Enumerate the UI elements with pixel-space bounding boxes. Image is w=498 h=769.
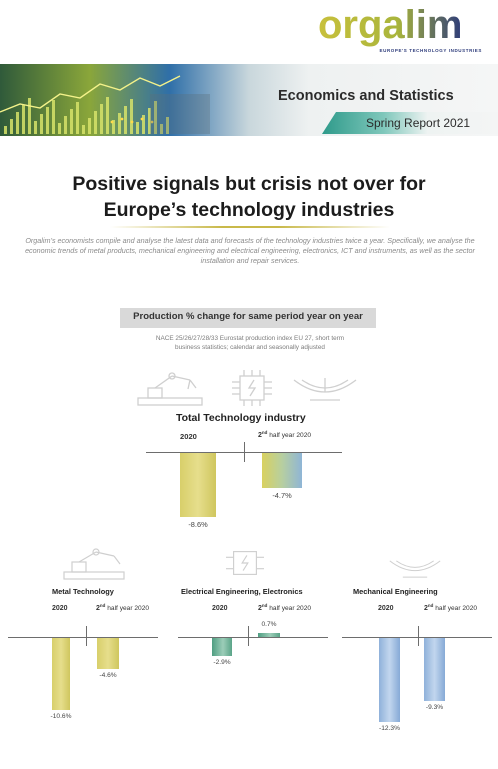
chart-title-electrical: Electrical Engineering, Electronics [181,587,303,596]
production-header: Production % change for same period year… [133,311,363,322]
total-label-half: -4.7% [272,490,292,500]
machinery-icon [293,378,357,401]
headline-line-1: Positive signals but crisis not over for [72,173,426,195]
metal-label-half: -4.6% [99,672,117,680]
metal-axis [8,637,158,638]
total-col-half: 2nd half year 2020 [258,430,312,440]
mechanical-label-2020: -12.3% [379,724,400,732]
logo-wordmark: orgalim [318,4,462,47]
metal-label-2020: -10.6% [50,713,72,721]
microchip-icon [232,370,272,406]
subtitle-ribbon [322,112,498,134]
robot-arm-icon [63,548,125,580]
headline-underline [110,226,390,228]
metal-axis-divider [86,626,87,646]
electrical-label-half: 0.7% [261,620,277,628]
header-banner [0,64,498,136]
electrical-bar-half [258,632,280,637]
total-bar-2020 [180,453,216,517]
electrical-axis [178,637,328,638]
metal-col-half: 2nd half year 2020 [96,603,150,613]
production-source: NACE 25/26/27/28/33 Eurostat production … [130,334,370,352]
total-bar-half [262,453,302,488]
svg-text:orgalim: orgalim [318,4,462,47]
metal-bar-2020 [52,638,70,711]
orgalim-logo: orgalim EUROPE'S TECHNOLOGY INDUSTRIES [318,4,488,54]
chart-title-total: Total Technology industry [176,412,306,424]
total-label-2020: -8.6% [188,519,208,529]
mechanical-bar-half [424,638,445,702]
chart-title-mechanical: Mechanical Engineering [353,587,438,596]
mechanical-bar-2020 [379,638,400,722]
report-title: Economics and Statistics [278,88,454,104]
mechanical-label-half: -9.3% [425,704,444,712]
robot-arm-icon [137,372,203,406]
mechanical-col-half: 2nd half year 2020 [424,603,478,613]
source-line-2: business statistics; calendar and season… [175,344,325,351]
total-col-2020: 2020 [180,432,197,441]
electrical-bar-2020 [212,638,232,656]
intro-paragraph: Orgalim’s economists compile and analyse… [25,236,475,265]
mechanical-axis-divider [418,626,419,646]
mechanical-col-2020: 2020 [378,605,394,612]
total-axis-divider [244,442,245,462]
mechanical-axis [342,637,492,638]
machinery-icon [389,560,441,578]
report-subtitle: Spring Report 2021 [366,116,471,130]
chart-title-metal: Metal Technology [52,587,114,596]
electrical-label-2020: -2.9% [213,658,231,666]
source-line-1: NACE 25/26/27/28/33 Eurostat production … [155,335,345,342]
electrical-axis-divider [248,626,249,646]
metal-col-2020: 2020 [52,605,68,612]
metal-bar-half [97,638,119,670]
electrical-col-2020: 2020 [212,605,228,612]
electrical-col-half: 2nd half year 2020 [258,603,312,613]
headline-line-2: Europe’s technology industries [103,199,395,221]
microchip-icon [226,551,264,575]
production-header-bar [120,308,376,328]
logo-tagline: EUROPE'S TECHNOLOGY INDUSTRIES [379,48,482,53]
banner-graphic [0,64,498,136]
